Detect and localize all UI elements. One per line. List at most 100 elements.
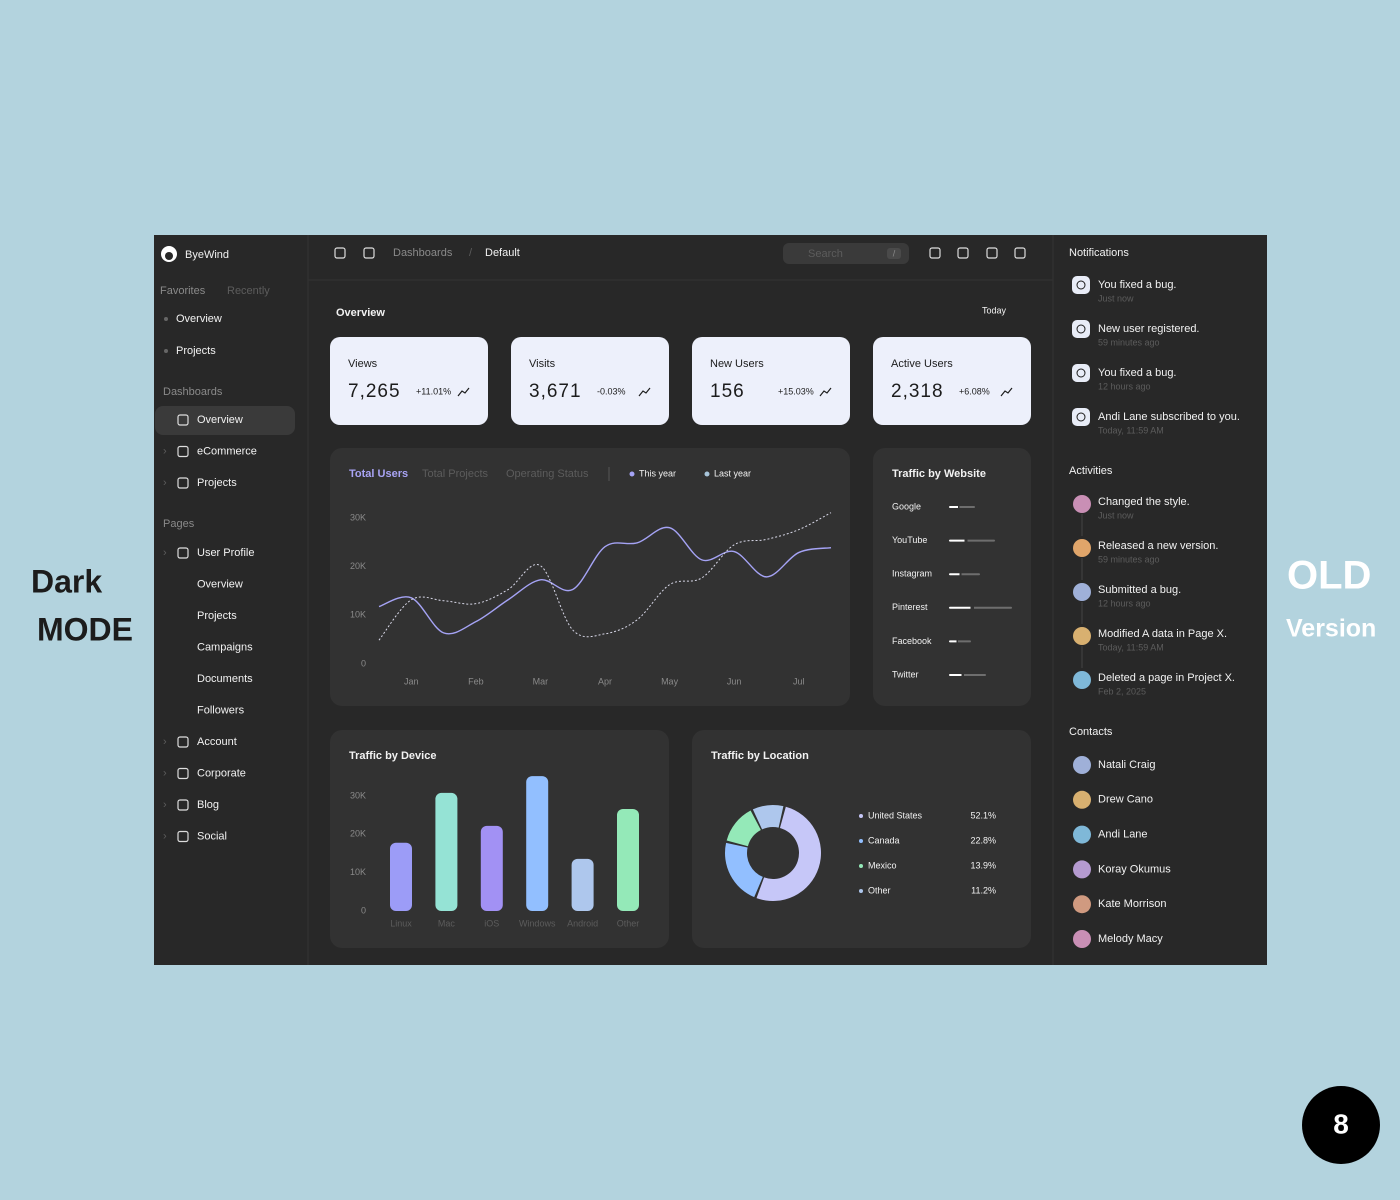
- nav-item[interactable]: Blog: [197, 799, 219, 811]
- stat-value: 156: [710, 381, 745, 402]
- icon: [177, 445, 189, 458]
- nav-item[interactable]: Projects: [197, 610, 237, 622]
- x-tick-label: Jul: [793, 676, 805, 686]
- nav-item[interactable]: Projects: [176, 345, 216, 357]
- y-tick-label: 30K: [350, 512, 366, 522]
- x-tick-label: Jan: [404, 676, 419, 686]
- nav-item[interactable]: Campaigns: [197, 641, 253, 653]
- contact-name[interactable]: Melody Macy: [1098, 933, 1163, 945]
- search-box[interactable]: [783, 243, 909, 264]
- timestamp: 59 minutes ago: [1098, 337, 1160, 347]
- chart-tab[interactable]: Operating Status: [506, 468, 589, 480]
- badge: [1302, 1086, 1380, 1164]
- y-tick-label: 0: [361, 905, 366, 915]
- stat-label: Visits: [529, 358, 556, 370]
- timestamp: 12 hours ago: [1098, 598, 1151, 608]
- breadcrumb[interactable]: Dashboards: [393, 247, 453, 259]
- notification-text[interactable]: You fixed a bug.: [1098, 367, 1177, 379]
- nav-item[interactable]: Followers: [197, 704, 245, 716]
- icon: [177, 767, 189, 780]
- stat-change: +11.01%: [416, 386, 451, 396]
- category-label: Pinterest: [892, 602, 928, 612]
- avatar: [1073, 930, 1091, 948]
- avatar: [1073, 495, 1091, 513]
- nav-item[interactable]: Overview: [176, 313, 222, 325]
- card: [330, 448, 850, 706]
- activity-text[interactable]: Changed the style.: [1098, 496, 1190, 508]
- timestamp: Today, 11:59 AM: [1098, 642, 1164, 652]
- section-heading: Dashboards: [163, 386, 223, 398]
- category-label: YouTube: [892, 535, 927, 545]
- breadcrumb: /: [469, 247, 473, 259]
- stat-label: New Users: [710, 358, 764, 370]
- contact-name[interactable]: Natali Craig: [1098, 759, 1155, 771]
- y-tick-label: 10K: [350, 610, 366, 620]
- nav-item[interactable]: Documents: [197, 673, 253, 685]
- icon: [177, 799, 189, 811]
- bar: [949, 640, 971, 643]
- nav-item[interactable]: Corporate: [197, 767, 246, 779]
- stat-card: [330, 337, 488, 425]
- chart-tab[interactable]: Total Projects: [422, 468, 489, 480]
- card-title: Traffic by Website: [892, 468, 986, 480]
- icon: [177, 477, 189, 489]
- activity-text[interactable]: Submitted a bug.: [1098, 584, 1181, 596]
- icon: [177, 414, 189, 426]
- bar: [526, 776, 549, 911]
- chart-tab[interactable]: Total Users: [349, 468, 408, 480]
- search-placeholder[interactable]: Search: [808, 248, 843, 260]
- icon: [334, 247, 346, 259]
- chevron: ›: [163, 799, 167, 811]
- y-tick-label: 20K: [350, 561, 366, 571]
- nav-item[interactable]: Projects: [197, 477, 237, 489]
- nav-item[interactable]: Social: [197, 830, 227, 842]
- x-tick-label: Other: [617, 918, 640, 928]
- tab[interactable]: Favorites: [160, 285, 206, 297]
- notification-text[interactable]: Andi Lane subscribed to you.: [1098, 411, 1240, 423]
- notification-text[interactable]: New user registered.: [1098, 323, 1200, 335]
- notification-text[interactable]: You fixed a bug.: [1098, 279, 1177, 291]
- nav-item[interactable]: Overview: [197, 578, 243, 590]
- chevron: ›: [163, 830, 167, 842]
- icon: [957, 247, 969, 259]
- nav-item[interactable]: eCommerce: [197, 445, 257, 457]
- legend-dot: [704, 471, 710, 477]
- logo: [165, 252, 173, 260]
- avatar: [1073, 539, 1091, 557]
- icon: [929, 247, 941, 259]
- nav-item[interactable]: Account: [197, 736, 237, 748]
- nav-item[interactable]: User Profile: [197, 547, 254, 559]
- nav-item[interactable]: Overview: [197, 414, 243, 426]
- bullet: [164, 349, 168, 353]
- brand: ByeWind: [185, 249, 229, 261]
- legend-dot: [859, 864, 863, 868]
- bar: [390, 842, 412, 911]
- contact-name[interactable]: Andi Lane: [1098, 829, 1148, 841]
- chevron: ›: [163, 547, 167, 559]
- contact-name[interactable]: Drew Cano: [1098, 794, 1153, 806]
- tab[interactable]: Recently: [227, 285, 270, 297]
- stat-card: [692, 337, 850, 425]
- activity-text[interactable]: Released a new version.: [1098, 540, 1218, 552]
- donut-segment: [756, 806, 822, 902]
- bar: [949, 606, 1012, 609]
- activity-text[interactable]: Deleted a page in Project X.: [1098, 672, 1235, 684]
- timestamp: Feb 2, 2025: [1098, 686, 1146, 696]
- nav-active[interactable]: [155, 406, 295, 435]
- legend-label: Canada: [868, 835, 900, 845]
- activity-text[interactable]: Modified A data in Page X.: [1098, 628, 1227, 640]
- contact-name[interactable]: Koray Okumus: [1098, 863, 1171, 875]
- bar: [949, 506, 975, 508]
- trend-icon: [1000, 387, 1013, 397]
- range-select[interactable]: Today: [982, 305, 1007, 315]
- icon: [177, 736, 189, 748]
- chevron: ›: [163, 477, 167, 489]
- icon: [1014, 247, 1026, 259]
- section-title: Overview: [336, 307, 385, 319]
- x-tick-label: Jun: [727, 676, 742, 686]
- bar: [949, 539, 995, 542]
- contact-name[interactable]: Kate Morrison: [1098, 898, 1166, 910]
- icon-glyph: [1076, 412, 1086, 422]
- legend-label: Other: [868, 885, 891, 895]
